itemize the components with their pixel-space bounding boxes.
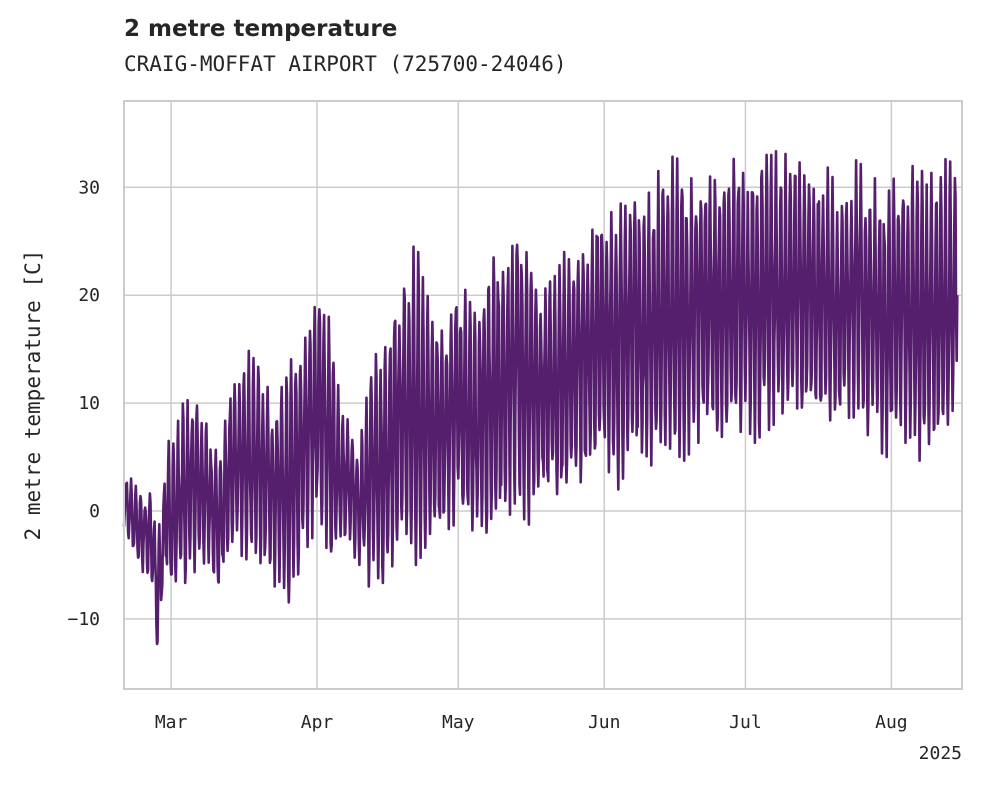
plot-frame <box>123 100 963 690</box>
y-tick-label: 30 <box>78 177 100 198</box>
y-tick-label: −10 <box>67 609 100 630</box>
x-tick-label: Jun <box>588 712 621 733</box>
x-axis-ticks: Mar Apr May Jun Jul Aug <box>155 712 908 733</box>
x-tick-label: Apr <box>301 712 334 733</box>
y-tick-label: 10 <box>78 393 100 414</box>
y-tick-label: 0 <box>89 501 100 522</box>
temperature-series-line <box>122 150 959 646</box>
y-axis-ticks: −10 0 10 20 30 <box>67 177 100 630</box>
x-tick-label: Jul <box>729 712 762 733</box>
y-tick-label: 20 <box>78 285 100 306</box>
x-year-label: 2025 <box>919 743 962 764</box>
y-axis-label: 2 metre temperature [C] <box>21 250 45 541</box>
series-layer <box>122 150 959 646</box>
chart-subtitle: CRAIG-MOFFAT AIRPORT (725700-24046) <box>124 52 567 76</box>
x-tick-label: Aug <box>875 712 908 733</box>
x-tick-label: May <box>442 712 475 733</box>
x-tick-label: Mar <box>155 712 188 733</box>
chart-title: 2 metre temperature <box>124 16 398 42</box>
